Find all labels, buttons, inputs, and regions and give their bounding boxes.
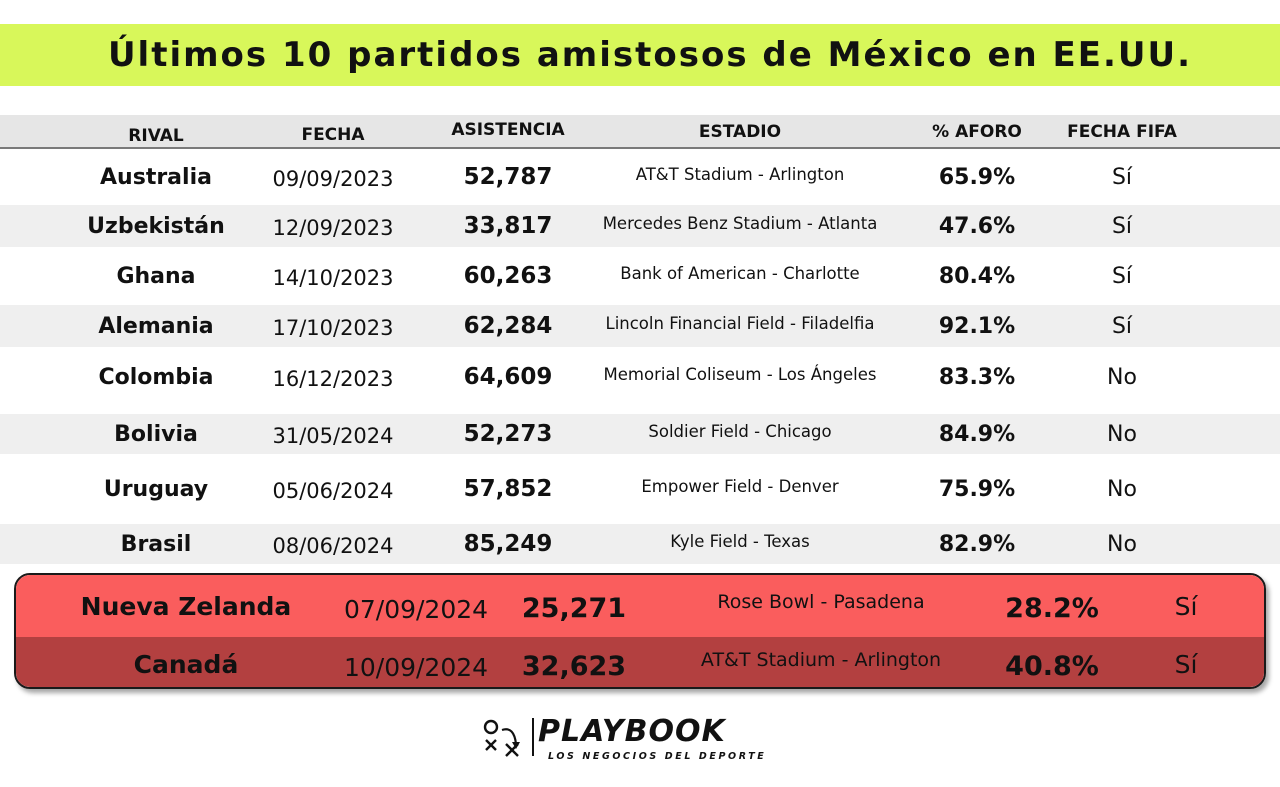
- highlighted-row: Nueva Zelanda 07/09/2024 25,271 Rose Bow…: [16, 575, 1264, 637]
- table-row: Alemania 17/10/2023 62,284 Lincoln Finan…: [0, 305, 1280, 347]
- cell-estadio: Lincoln Financial Field - Filadelfia: [605, 313, 875, 333]
- cell-aforo: 83.3%: [938, 364, 1016, 390]
- cell-fecha: 05/06/2024: [272, 479, 394, 503]
- cell-aforo: 40.8%: [1005, 650, 1099, 682]
- cell-aforo: 84.9%: [938, 421, 1016, 447]
- cell-estadio: Bank of American - Charlotte: [620, 263, 860, 283]
- cell-fecha-fifa: Sí: [1111, 213, 1133, 239]
- cell-fecha: 10/09/2024: [343, 652, 489, 682]
- cell-asistencia: 62,284: [463, 313, 553, 339]
- cell-estadio: Soldier Field - Chicago: [648, 421, 832, 441]
- cell-asistencia: 33,817: [463, 213, 553, 239]
- cell-estadio: Mercedes Benz Stadium - Atlanta: [602, 213, 878, 233]
- cell-rival: Uruguay: [103, 476, 209, 502]
- table-row: Uzbekistán 12/09/2023 33,817 Mercedes Be…: [0, 205, 1280, 247]
- cell-asistencia: 25,271: [521, 592, 627, 624]
- cell-fecha: 14/10/2023: [272, 266, 394, 290]
- play-diagram-icon: [483, 719, 520, 757]
- cell-fecha-fifa: Sí: [1111, 164, 1133, 190]
- cell-estadio: Rose Bowl - Pasadena: [717, 591, 925, 613]
- brand-tagline: LOS NEGOCIOS DEL DEPORTE: [548, 751, 767, 762]
- cell-fecha: 17/10/2023: [272, 316, 394, 340]
- cell-rival: Alemania: [98, 313, 214, 339]
- cell-fecha-fifa: No: [1107, 476, 1137, 502]
- brand-name: PLAYBOOK: [538, 714, 726, 749]
- header-aforo: % AFORO: [932, 122, 1022, 142]
- cell-aforo: 28.2%: [1005, 592, 1099, 624]
- brand-logo: PLAYBOOK LOS NEGOCIOS DEL DEPORTE: [482, 714, 772, 764]
- cell-rival: Nueva Zelanda: [80, 591, 292, 621]
- cell-fecha-fifa: Sí: [1174, 591, 1198, 621]
- cell-aforo: 80.4%: [938, 263, 1016, 289]
- cell-asistencia: 64,609: [463, 364, 553, 390]
- cell-fecha-fifa: Sí: [1174, 649, 1198, 679]
- cell-fecha-fifa: No: [1107, 364, 1137, 390]
- cell-aforo: 47.6%: [938, 213, 1016, 239]
- cell-asistencia: 57,852: [463, 476, 553, 502]
- cell-estadio: Memorial Coliseum - Los Ángeles: [603, 364, 877, 384]
- cell-fecha-fifa: No: [1107, 421, 1137, 447]
- cell-aforo: 92.1%: [938, 313, 1016, 339]
- cell-fecha: 31/05/2024: [272, 424, 394, 448]
- cell-fecha: 08/06/2024: [272, 534, 394, 558]
- table-row: Bolivia 31/05/2024 52,273 Soldier Field …: [0, 414, 1280, 454]
- cell-fecha: 07/09/2024: [343, 594, 489, 624]
- header-estadio: ESTADIO: [698, 122, 782, 142]
- page-title: Últimos 10 partidos amistosos de México …: [107, 35, 1193, 75]
- table-header: RIVAL FECHA ASISTENCIA ESTADIO % AFORO F…: [0, 115, 1280, 149]
- logo-divider: [532, 718, 534, 756]
- header-rival: RIVAL: [128, 126, 184, 146]
- cell-aforo: 75.9%: [938, 476, 1016, 502]
- cell-estadio: AT&T Stadium - Arlington: [635, 164, 845, 184]
- table-row: Uruguay 05/06/2024 57,852 Empower Field …: [0, 462, 1280, 516]
- highlighted-rows-box: Nueva Zelanda 07/09/2024 25,271 Rose Bow…: [14, 573, 1266, 689]
- table-row: Brasil 08/06/2024 85,249 Kyle Field - Te…: [0, 524, 1280, 564]
- cell-fecha: 16/12/2023: [272, 367, 394, 391]
- cell-rival: Bolivia: [114, 421, 198, 447]
- cell-estadio: Kyle Field - Texas: [670, 531, 810, 551]
- header-asistencia: ASISTENCIA: [451, 120, 565, 140]
- title-banner: Últimos 10 partidos amistosos de México …: [0, 24, 1280, 86]
- cell-fecha: 09/09/2023: [272, 167, 394, 191]
- cell-asistencia: 60,263: [463, 263, 553, 289]
- header-fecha: FECHA: [301, 125, 365, 145]
- cell-fecha: 12/09/2023: [272, 216, 394, 240]
- cell-rival: Colombia: [98, 364, 214, 390]
- cell-fecha-fifa: Sí: [1111, 263, 1133, 289]
- cell-estadio: AT&T Stadium - Arlington: [700, 649, 942, 671]
- cell-rival: Uzbekistán: [87, 213, 225, 239]
- cell-rival: Brasil: [120, 531, 192, 557]
- cell-aforo: 65.9%: [938, 164, 1016, 190]
- cell-estadio: Empower Field - Denver: [641, 476, 839, 496]
- header-fecha-fifa: FECHA FIFA: [1067, 122, 1177, 142]
- cell-rival: Canadá: [133, 649, 239, 679]
- cell-aforo: 82.9%: [938, 531, 1016, 557]
- table-row: Australia 09/09/2023 52,787 AT&T Stadium…: [0, 151, 1280, 203]
- table-row: Ghana 14/10/2023 60,263 Bank of American…: [0, 250, 1280, 302]
- table-row: Colombia 16/12/2023 64,609 Memorial Coli…: [0, 350, 1280, 404]
- cell-asistencia: 85,249: [463, 531, 553, 557]
- cell-asistencia: 52,273: [463, 421, 553, 447]
- cell-rival: Australia: [100, 164, 212, 190]
- cell-fecha-fifa: No: [1107, 531, 1137, 557]
- cell-asistencia: 52,787: [463, 164, 553, 190]
- cell-asistencia: 32,623: [521, 650, 627, 682]
- cell-rival: Ghana: [116, 263, 196, 289]
- cell-fecha-fifa: Sí: [1111, 313, 1133, 339]
- highlighted-row: Canadá 10/09/2024 32,623 AT&T Stadium - …: [16, 637, 1264, 687]
